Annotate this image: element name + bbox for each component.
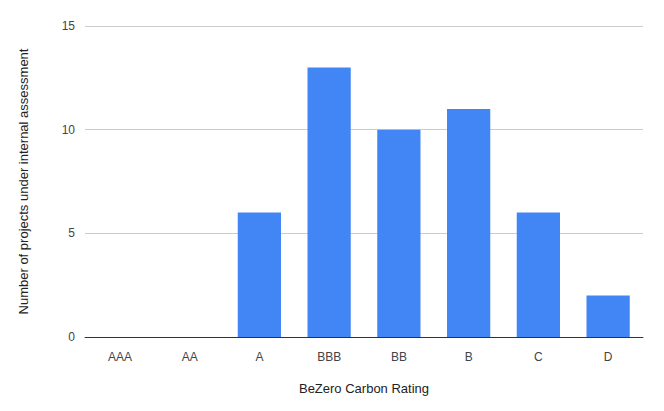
svg-text:D: D xyxy=(604,350,613,364)
svg-text:15: 15 xyxy=(62,19,76,33)
svg-text:B: B xyxy=(465,350,473,364)
svg-text:AAA: AAA xyxy=(108,350,132,364)
svg-text:5: 5 xyxy=(68,226,75,240)
svg-text:C: C xyxy=(534,350,543,364)
svg-text:AA: AA xyxy=(182,350,198,364)
svg-text:10: 10 xyxy=(62,123,76,137)
svg-text:BeZero Carbon Rating: BeZero Carbon Rating xyxy=(299,381,429,396)
svg-text:BBB: BBB xyxy=(317,350,341,364)
svg-text:BB: BB xyxy=(391,350,407,364)
svg-text:0: 0 xyxy=(68,330,75,344)
svg-text:Number of projects under inter: Number of projects under internal assess… xyxy=(16,48,31,314)
svg-text:A: A xyxy=(255,350,263,364)
